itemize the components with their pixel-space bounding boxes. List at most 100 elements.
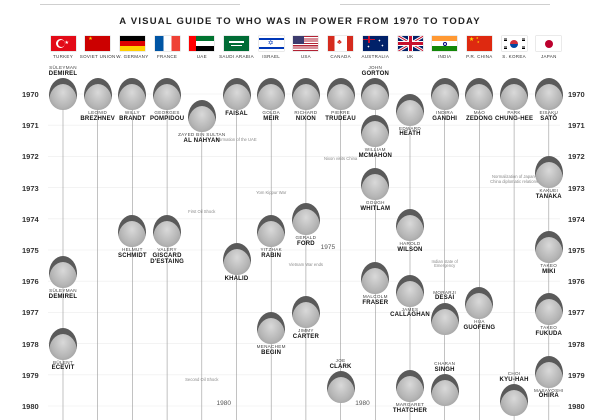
leader-portrait <box>430 78 459 110</box>
leader-name: HUA GUOFENG <box>449 319 509 331</box>
leader-first-name: HUA <box>474 319 485 325</box>
leader-last-name: CARTER <box>292 334 319 341</box>
flag-canada-icon: ♣ <box>328 36 354 51</box>
year-label-right: 1976 <box>568 277 585 287</box>
year-label-right: 1975 <box>568 246 585 255</box>
leader-portrait <box>291 202 320 235</box>
leader-portrait <box>291 296 320 329</box>
leader-portrait <box>187 99 216 132</box>
milestone-year: 1980 <box>216 400 231 407</box>
leader-name: PARK CHUNG-HEE <box>484 110 544 122</box>
leader-last-name: MIKI <box>542 268 556 275</box>
leader-last-name: HEATH <box>399 131 421 138</box>
leader-last-name: BREZHNEV <box>80 115 115 122</box>
event-note: Normalization of Japan-China diplomatic … <box>490 174 539 185</box>
leader-last-name: ECEVIT <box>51 365 75 372</box>
year-label-right: 1980 <box>568 402 585 411</box>
leader-portrait <box>500 78 529 110</box>
leader-name: ZAYED BIN SULTAN AL NAHYAN <box>172 132 232 144</box>
leader-first-name: WILLIAM <box>364 147 386 153</box>
leader-first-name: GOLDA <box>262 110 280 115</box>
leader-portrait <box>222 243 251 276</box>
year-label-left: 1973 <box>22 183 39 193</box>
leader-first-name: MAO <box>473 110 486 115</box>
leader-name: RICHARD NIXON <box>276 110 336 122</box>
leader-name: JIMMY CARTER <box>276 328 336 341</box>
year-label-left: 1974 <box>22 214 39 224</box>
leader-portrait <box>257 312 286 344</box>
leader-last-name: MEIR <box>263 115 280 122</box>
country-name-japan: JAPAN <box>540 54 557 59</box>
leader-last-name: GORTON <box>361 70 390 77</box>
milestone-year: 1980 <box>355 400 370 407</box>
leader-portrait <box>361 168 390 201</box>
leader-portrait <box>534 156 563 188</box>
flag-australia-icon: ✦ ✦ ✦ <box>362 36 388 51</box>
flag-wgermany-icon <box>119 36 145 51</box>
leader-name: GOLDA MEIR <box>241 110 301 122</box>
leader-portrait <box>326 371 355 404</box>
country-name-uk: UK <box>406 54 414 59</box>
year-label-right: 1979 <box>568 370 585 380</box>
year-label-left: 1970 <box>22 90 39 99</box>
year-label-left: 1971 <box>22 121 39 131</box>
event-note: Yom Kippur War <box>256 189 287 195</box>
leader-name: TAKEO FUKUDA <box>519 325 579 337</box>
flag-uae-icon <box>189 36 215 51</box>
leader-last-name: RABIN <box>261 253 282 260</box>
leader-last-name: DESAI <box>435 295 455 302</box>
flag-usa-icon <box>293 36 319 51</box>
top-rule-right <box>340 4 550 5</box>
year-label-left: 1977 <box>22 308 39 318</box>
leader-portrait <box>153 78 182 110</box>
leader-name: TAKEO MIKI <box>519 263 579 275</box>
leader-first-name: EDWARD <box>398 125 422 131</box>
leader-first-name: JOHN <box>368 65 383 70</box>
leader-last-name: SATŌ <box>540 115 558 122</box>
milestone-year: 1975 <box>320 244 336 251</box>
flag-turkey-icon: ★ <box>50 36 76 51</box>
leader-last-name: POMPIDOU <box>149 115 185 122</box>
leader-last-name: AL NAHYAN <box>183 137 221 144</box>
flag-china-icon: ★ ★ ★ <box>466 36 492 51</box>
leader-name: KAKUEI TANAKA <box>519 188 579 200</box>
leader-last-name: GANDHI <box>432 115 458 122</box>
leader-first-name: PARK <box>507 110 521 115</box>
country-name-india: INDIA <box>437 54 452 59</box>
leader-last-name: GUOFENG <box>463 324 496 331</box>
flag-saudi-icon <box>224 36 249 51</box>
leader-first-name: SÜLEYMAN <box>49 65 77 70</box>
country-name-china: P.R. CHINA <box>466 54 493 59</box>
leader-first-name: SÜLEYMAN <box>49 287 77 293</box>
leader-name: VALÉRY GISCARD D'ESTAING <box>137 247 197 266</box>
year-label-right: 1973 <box>568 183 585 193</box>
leader-last-name: THATCHER <box>392 407 428 414</box>
leader-last-name: CLARK <box>329 364 352 371</box>
flag-uk-icon <box>397 36 423 51</box>
leader-last-name: MCMAHON <box>358 153 392 160</box>
flag-india-icon <box>432 36 458 51</box>
leader-first-name: LEONID <box>88 110 108 115</box>
flag-ussr-icon: ★ <box>85 36 111 51</box>
country-name-france: FRANCE <box>156 54 178 59</box>
leader-name: JAMES CALLAGHAN <box>380 307 440 319</box>
country-name-turkey: TURKEY <box>52 54 74 59</box>
leader-name: MASAYOSHI ŌHIRA <box>519 388 579 400</box>
leader-name: MAO ZEDONG <box>449 110 509 122</box>
year-label-right: 1974 <box>568 214 585 224</box>
year-label-left: 1975 <box>22 246 39 255</box>
leader-name: SÜLEYMAN DEMIREL <box>33 65 93 77</box>
top-decoration <box>0 0 600 18</box>
leader-last-name: GISCARD D'ESTAING <box>150 253 184 266</box>
leader-first-name: JIMMY <box>297 328 314 334</box>
leader-portrait <box>118 78 147 110</box>
leader-portrait <box>534 78 563 110</box>
leader-first-name: MORARJI <box>433 289 457 295</box>
flag-israel-icon: ✡ <box>258 36 284 51</box>
leader-last-name: WILSON <box>397 246 423 253</box>
leader-name: MORARJI DESAI <box>415 289 475 302</box>
leader-first-name: JOE <box>335 358 346 364</box>
leader-first-name: HELMUT <box>122 247 143 253</box>
event-note: Vietnam War ends <box>288 261 323 267</box>
page-title: A VISUAL GUIDE TO WHO WAS IN POWER FROM … <box>119 16 481 27</box>
